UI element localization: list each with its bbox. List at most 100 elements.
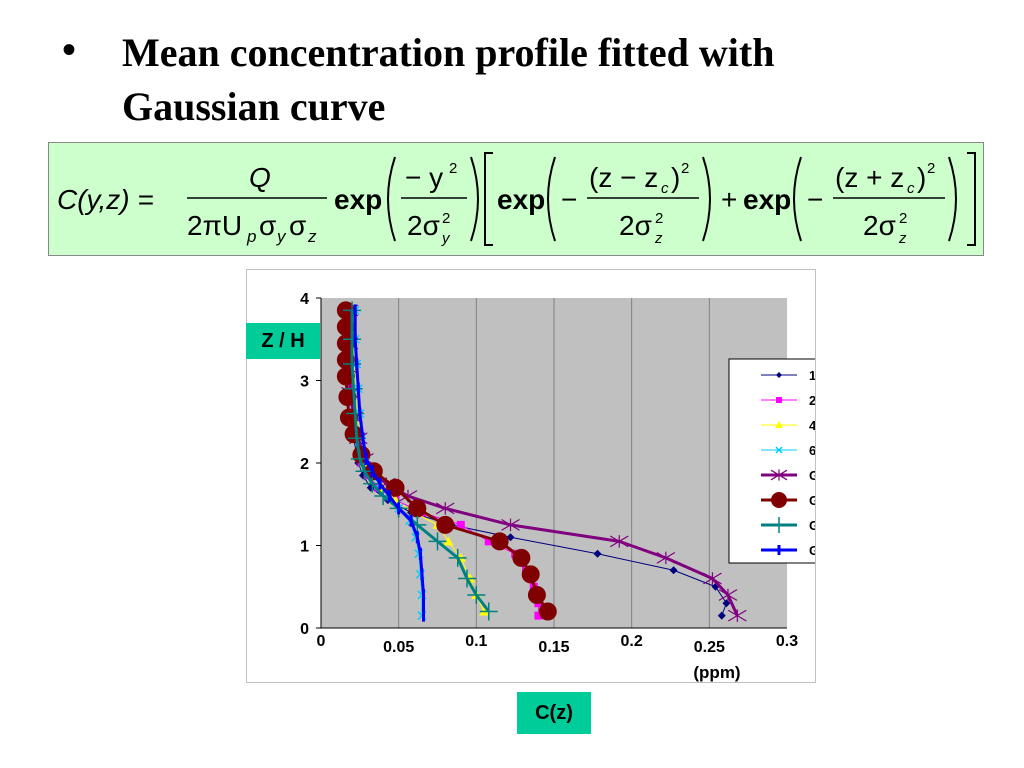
- formula-neg-y: − y: [405, 162, 443, 193]
- formula-numerator: Q: [249, 162, 271, 193]
- y-tick-label: 4: [300, 291, 309, 308]
- data-point: [484, 537, 493, 546]
- x-tick-label: 0: [317, 633, 326, 650]
- x-tick-label: 0.2: [621, 633, 643, 650]
- data-point: [776, 397, 782, 403]
- data-point: [428, 532, 447, 551]
- formula-close-1: ): [671, 162, 680, 193]
- concentration-profile-chart: 0 0.05 0.1 0.15 0.2 0.25 0.3 0 1 2 3 4 (ppm) 1 2 4 6 G …: [300, 291, 848, 682]
- x-tick-label: 0.1: [465, 633, 487, 650]
- data-point: [771, 492, 787, 508]
- data-point: [775, 421, 783, 428]
- formula-sq-2: 2: [442, 210, 450, 227]
- slide-title-line-1: Mean concentration profile fitted with: [122, 30, 775, 75]
- slide-title-line-2: Gaussian curve: [122, 84, 386, 129]
- formula-sq-3: 2: [681, 160, 689, 177]
- data-point: [776, 372, 782, 378]
- data-point: [467, 586, 486, 604]
- data-point: [386, 478, 405, 497]
- data-point: [336, 317, 355, 336]
- data-point: [501, 518, 520, 532]
- legend-item: 6: [761, 443, 816, 458]
- y-tick-label: 3: [300, 374, 309, 391]
- data-point: [448, 548, 467, 567]
- data-point: [703, 572, 722, 585]
- data-point: [408, 499, 427, 518]
- slide-title: Mean concentration profile fitted with G…: [122, 26, 942, 134]
- legend-item: 1: [761, 368, 816, 383]
- x-unit-label: (ppm): [693, 663, 740, 682]
- legend-label: G 6: [809, 543, 815, 558]
- formula-term1-num: (z − z: [589, 162, 658, 193]
- series-7: [353, 304, 426, 622]
- formula-sq-5: 2: [927, 160, 935, 177]
- formula-sq-4: 2: [655, 210, 663, 227]
- formula-term2-num: (z + z: [835, 162, 904, 193]
- formula-sub-z: z: [307, 227, 317, 246]
- formula-sq-1: 2: [449, 160, 457, 177]
- data-point: [609, 535, 629, 548]
- data-point: [527, 586, 546, 604]
- x-tick-label: 0.3: [776, 633, 798, 650]
- formula-two-sigma-3: 2σ: [863, 210, 896, 241]
- formula-sub-y: y: [276, 227, 287, 246]
- formula-exp-3: exp: [743, 184, 791, 215]
- legend: 1 2 4 6 G 1 G 2 G 4 G 6: [728, 358, 848, 564]
- formula-minus-1: −: [561, 184, 577, 215]
- formula-sub-c-1: c: [661, 180, 669, 197]
- formula-sub-y-2: y: [441, 230, 451, 247]
- legend-label: G 4: [809, 518, 815, 533]
- data-point: [490, 532, 509, 551]
- data-point: [355, 462, 374, 481]
- data-point: [722, 599, 731, 608]
- data-point: [593, 549, 602, 558]
- formula-sub-c-2: c: [907, 180, 915, 197]
- data-point: [771, 517, 787, 533]
- formula-sigma-y: σ: [259, 210, 276, 241]
- legend-label: 6: [809, 443, 815, 458]
- data-point: [534, 611, 543, 620]
- data-point: [343, 330, 362, 349]
- formula-lhs: C(y,z) =: [57, 184, 154, 215]
- formula-exp-1: exp: [334, 184, 382, 215]
- y-tick-label: 0: [300, 621, 309, 638]
- legend-label: 2: [809, 393, 815, 408]
- bullet: •: [62, 27, 77, 72]
- data-point: [512, 548, 531, 567]
- data-point: [770, 469, 788, 481]
- x-axis-badge: C(z): [517, 692, 591, 734]
- data-point: [436, 515, 455, 534]
- data-point: [458, 569, 477, 588]
- formula-sq-6: 2: [899, 210, 907, 227]
- formula-sub-z-2: z: [654, 230, 663, 247]
- data-point: [727, 609, 747, 622]
- x-tick-label: 0.25: [694, 639, 725, 656]
- gridlines: [398, 298, 710, 628]
- y-axis-badge: Z / H: [246, 323, 320, 359]
- legend-label: 1: [809, 368, 815, 383]
- formula-minus-2: −: [807, 184, 823, 215]
- data-point: [669, 566, 678, 575]
- legend-box: [728, 358, 848, 564]
- data-point: [443, 536, 454, 546]
- formula-two-sigma-1: 2σ: [407, 210, 440, 241]
- legend-item: 4: [761, 418, 817, 433]
- data-point: [344, 425, 363, 444]
- data-point: [775, 446, 783, 454]
- gaussian-formula: C(y,z) = Q 2πU p σ y σ z exp − y 2 2σ 2 …: [57, 152, 976, 247]
- data-point: [336, 367, 355, 386]
- formula-sub-p: p: [246, 227, 256, 246]
- x-tick-label: 0.05: [383, 639, 414, 656]
- legend-label: G 2: [809, 493, 815, 508]
- data-point: [718, 588, 738, 602]
- legend-label: G 1: [809, 468, 815, 483]
- formula-sigma-z: σ: [289, 210, 306, 241]
- data-point: [538, 602, 557, 621]
- gaussian-formula-box: C(y,z) = Q 2πU p σ y σ z exp − y 2 2σ 2 …: [48, 142, 984, 256]
- y-tick-label: 2: [300, 456, 309, 473]
- legend-item: 2: [761, 393, 816, 408]
- data-point: [506, 533, 515, 542]
- y-tick-label: 1: [300, 539, 309, 556]
- data-point: [521, 565, 540, 584]
- series-layer: [336, 301, 747, 622]
